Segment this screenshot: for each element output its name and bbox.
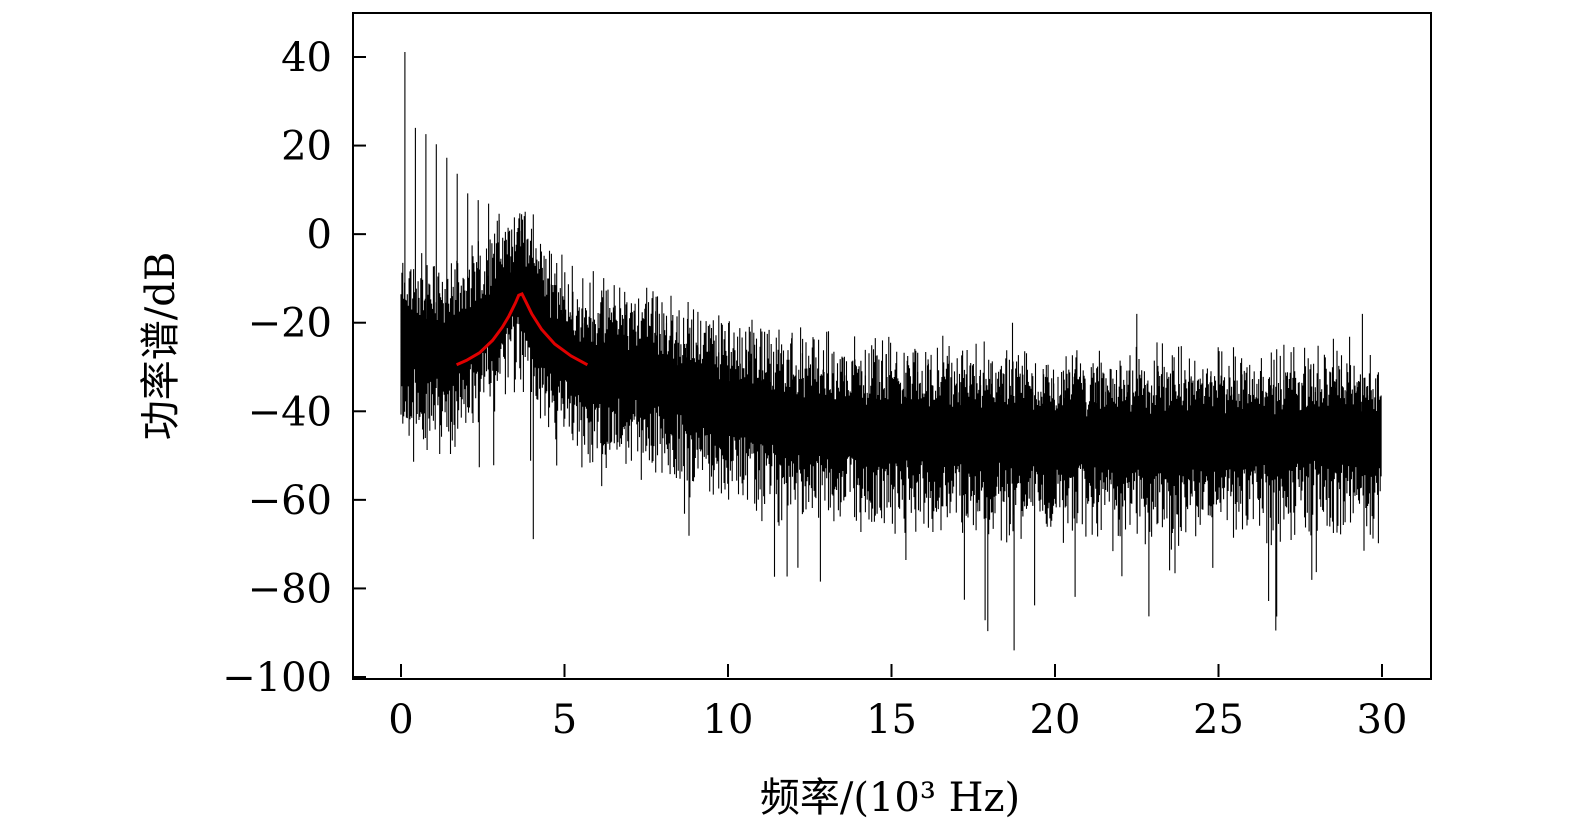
x-tick-label: 20 xyxy=(1030,697,1081,743)
x-axis-label: 频率/(10³ Hz) xyxy=(760,775,1020,821)
noise-band xyxy=(400,211,1382,632)
harmonic-spike-series xyxy=(404,52,1379,651)
y-tick-label: −20 xyxy=(248,301,332,347)
y-axis-ticks: 40 20 0 −20 −40 −60 −80 −100 xyxy=(222,35,366,701)
x-tick-label: 15 xyxy=(866,697,917,743)
y-tick-label: −80 xyxy=(248,566,332,612)
y-tick-label: 40 xyxy=(281,35,332,81)
x-tick-label: 10 xyxy=(703,697,754,743)
x-tick-label: 25 xyxy=(1193,697,1244,743)
y-axis-label: 功率谱/dB xyxy=(138,252,184,440)
noise-spectrum-series xyxy=(400,211,1382,632)
y-tick-label: −100 xyxy=(222,655,332,701)
plot-frame xyxy=(352,12,1432,680)
x-tick-label: 0 xyxy=(388,697,413,743)
y-tick-label: −60 xyxy=(248,478,332,524)
y-tick-label: 0 xyxy=(307,212,332,258)
harmonic-spikes xyxy=(404,52,1379,651)
x-tick-label: 5 xyxy=(552,697,577,743)
y-tick-label: 20 xyxy=(281,124,332,170)
x-tick-label: 30 xyxy=(1357,697,1408,743)
x-axis-ticks: 0 5 10 15 20 25 30 xyxy=(388,664,1407,743)
lorentzian-fit-line xyxy=(455,291,589,367)
y-tick-label: −40 xyxy=(248,389,332,435)
